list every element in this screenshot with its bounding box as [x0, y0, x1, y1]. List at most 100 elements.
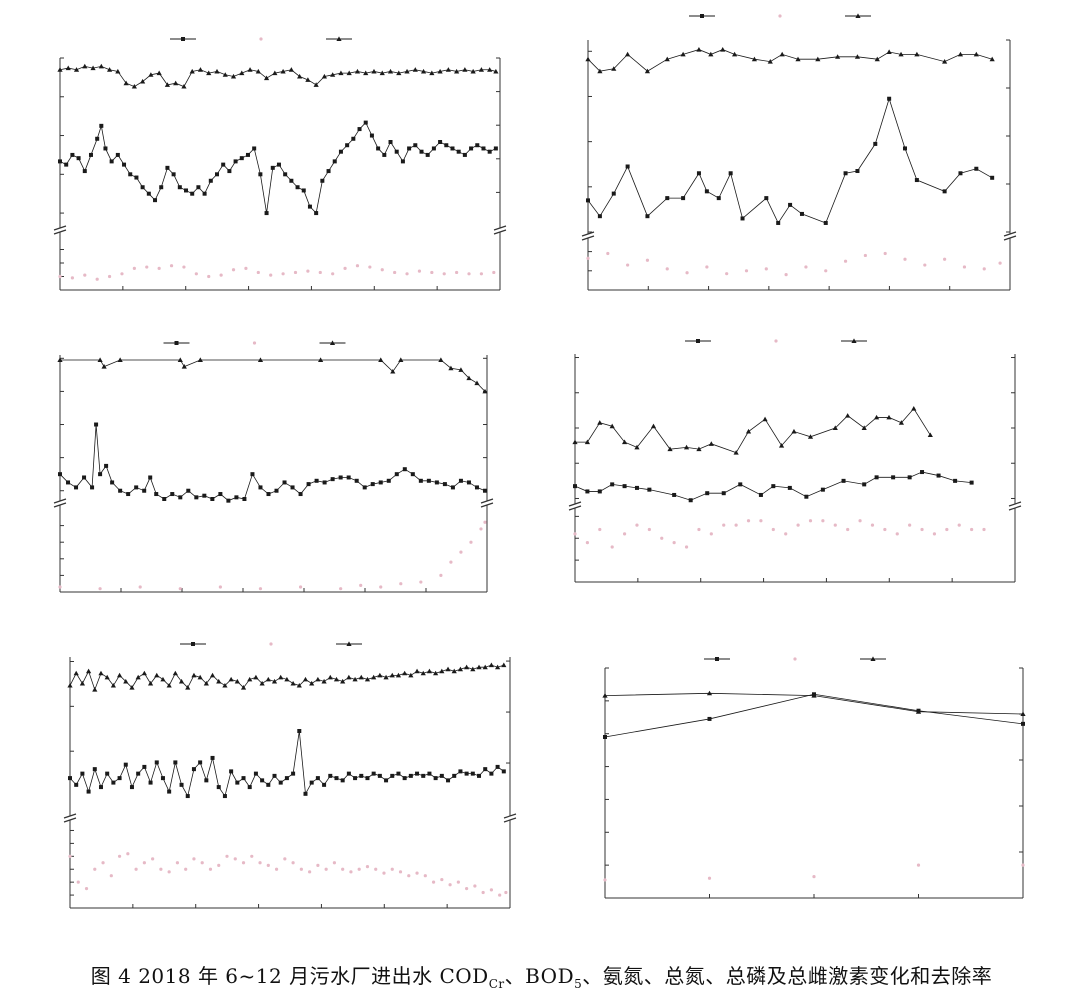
- data-point-removal: [745, 428, 752, 434]
- series-inflow: [573, 470, 974, 503]
- series-outflow: [573, 519, 986, 549]
- data-point-inflow: [258, 485, 263, 490]
- data-point-inflow: [162, 497, 167, 501]
- series-removal: [67, 662, 507, 692]
- data-point-inflow: [787, 485, 792, 490]
- data-point-removal: [445, 666, 451, 672]
- data-point-outflow: [722, 523, 726, 527]
- data-point-inflow: [332, 159, 337, 164]
- data-point-removal: [487, 67, 493, 72]
- data-point-outflow: [382, 871, 386, 875]
- data-point-inflow: [721, 491, 726, 496]
- data-point-removal: [147, 680, 154, 686]
- data-point-outflow: [308, 870, 312, 874]
- axis-break-gap: [569, 504, 581, 508]
- data-point-outflow: [504, 890, 508, 895]
- data-point-inflow: [357, 127, 362, 132]
- data-point-outflow: [481, 890, 485, 895]
- data-point-outflow: [175, 861, 180, 865]
- data-point-removal: [321, 73, 328, 79]
- data-point-inflow: [340, 778, 345, 783]
- data-point-inflow: [190, 191, 195, 196]
- data-point-inflow: [346, 475, 351, 480]
- data-point-removal: [762, 416, 768, 422]
- data-point-outflow: [764, 267, 768, 271]
- data-point-outflow: [250, 854, 254, 858]
- data-point-removal: [832, 425, 838, 430]
- data-point-removal: [420, 670, 426, 676]
- data-point-outflow: [883, 527, 887, 532]
- data-point-inflow: [134, 175, 139, 180]
- data-point-outflow: [306, 269, 310, 273]
- data-point-inflow: [194, 495, 199, 500]
- data-point-inflow: [234, 495, 239, 500]
- data-point-removal: [412, 67, 418, 72]
- data-point-removal: [117, 357, 123, 362]
- data-point-outflow: [833, 523, 837, 527]
- data-point-removal: [305, 77, 311, 82]
- data-point-removal: [390, 368, 396, 374]
- data-point-outflow: [380, 268, 384, 272]
- axis-break-gap: [54, 501, 66, 505]
- data-point-inflow: [278, 780, 283, 785]
- data-point-removal: [278, 674, 284, 680]
- data-point-inflow: [117, 776, 122, 781]
- data-point-inflow: [419, 149, 424, 154]
- data-point-inflow: [464, 771, 469, 776]
- data-point-removal: [383, 674, 389, 680]
- data-point-removal: [973, 51, 979, 57]
- data-point-removal: [811, 693, 817, 698]
- data-point-removal: [177, 357, 183, 362]
- data-point-inflow: [771, 484, 776, 489]
- data-point-removal: [255, 68, 261, 74]
- data-point-removal: [815, 56, 821, 62]
- data-point-outflow: [349, 870, 353, 874]
- data-point-outflow: [95, 277, 99, 281]
- data-point-inflow: [378, 480, 383, 485]
- data-point-removal: [470, 68, 476, 74]
- data-point-inflow: [202, 493, 207, 498]
- data-point-inflow: [74, 485, 79, 490]
- data-point-inflow: [229, 769, 234, 774]
- data-point-outflow: [469, 540, 473, 544]
- data-point-removal: [73, 67, 80, 72]
- data-point-inflow: [843, 171, 848, 176]
- data-point-outflow: [324, 867, 328, 871]
- data-point-inflow: [873, 141, 878, 146]
- data-point-outflow: [117, 854, 122, 858]
- data-point-outflow: [142, 861, 146, 865]
- data-point-inflow: [446, 778, 451, 783]
- data-point-inflow: [353, 776, 358, 781]
- data-point-inflow: [444, 143, 449, 148]
- data-point-removal: [371, 68, 377, 74]
- data-point-removal: [408, 672, 414, 678]
- data-point-inflow: [115, 152, 120, 157]
- data-point-outflow: [217, 863, 221, 867]
- data-point-removal: [439, 668, 445, 674]
- data-point-outflow: [219, 273, 223, 277]
- data-point-removal: [488, 662, 495, 668]
- data-point-removal: [67, 682, 73, 688]
- axis-break-mark: [503, 813, 517, 823]
- data-point-inflow: [104, 463, 109, 468]
- data-point-removal: [720, 47, 726, 52]
- data-point-removal: [807, 434, 814, 439]
- data-point-removal: [501, 662, 507, 668]
- data-point-inflow: [185, 794, 190, 799]
- axis-break-mark: [568, 501, 582, 511]
- data-point-inflow: [469, 146, 474, 151]
- data-point-removal: [185, 684, 191, 690]
- data-point-removal: [414, 668, 420, 674]
- data-point-removal: [445, 67, 451, 72]
- data-point-removal: [239, 70, 245, 76]
- data-point-removal: [451, 668, 457, 674]
- data-point-outflow: [672, 541, 676, 545]
- data-point-removal: [160, 676, 166, 682]
- data-point-removal: [178, 678, 185, 684]
- data-point-outflow: [821, 519, 825, 523]
- data-point-removal: [898, 51, 904, 57]
- data-point-removal: [732, 51, 738, 57]
- data-point-outflow: [415, 871, 419, 875]
- legend-marker-removal: [329, 340, 336, 345]
- data-point-inflow: [415, 771, 420, 776]
